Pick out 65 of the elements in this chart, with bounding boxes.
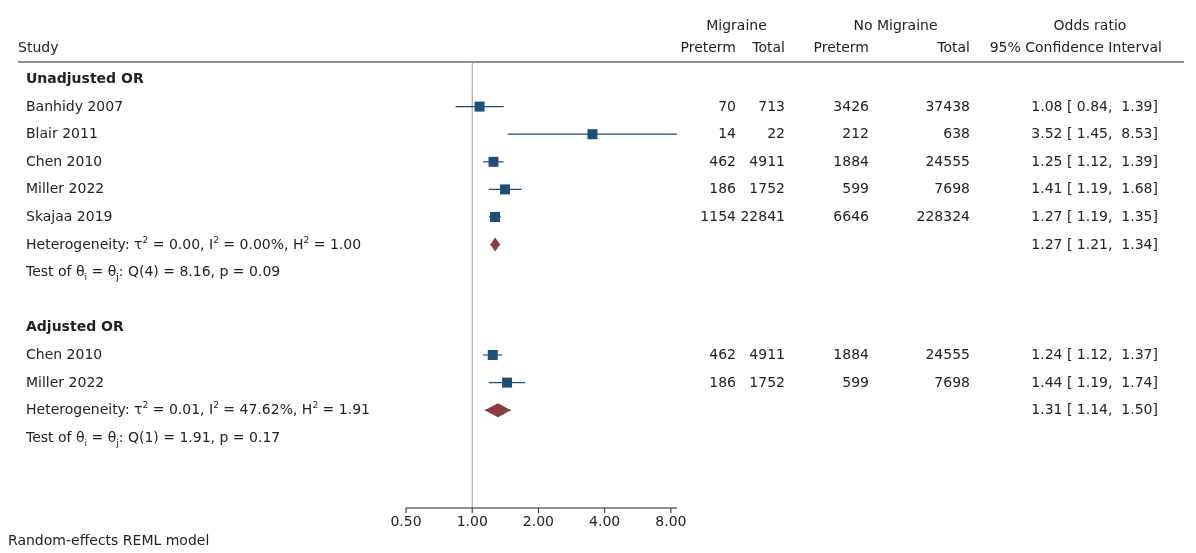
x-tick-label: 0.50 (390, 513, 422, 529)
text: 1.41 [ 1.19, 1.68] (1031, 180, 1158, 197)
text: 4911 (749, 152, 785, 169)
text: Preterm (813, 39, 869, 55)
text: 1.25 [ 1.12, 1.39] (1031, 152, 1158, 169)
y-tick-label: Chen 2010 (26, 346, 103, 362)
text: 1752 (749, 180, 785, 197)
y-tick-label: Heterogeneity: τ$^{2}$ = 0.01, I$^{2}$ = 47.62%, H$^{2}$ = 1.91 (26, 399, 370, 418)
x-tick-label: 2.00 (522, 513, 555, 529)
text: 4911 (749, 346, 785, 362)
text: Odds ratio (1053, 17, 1127, 33)
text: 462 (709, 152, 736, 169)
text: 95% Confidence Interval (989, 39, 1162, 55)
x-tick-label: 4.00 (589, 513, 621, 529)
y-tick-label: Blair 2011 (26, 125, 98, 142)
text: 1.27 [ 1.19, 1.35] (1031, 208, 1158, 224)
text: 37438 (925, 97, 970, 114)
text: 7698 (934, 373, 970, 390)
text: 1752 (749, 373, 785, 390)
text: 1.44 [ 1.19, 1.74] (1031, 373, 1158, 390)
y-tick-label: Test of θ$_{i}$ = θ$_{j}$: Q(4) = 8.16, p = 0.09 (25, 263, 281, 282)
text: 3426 (833, 97, 870, 114)
text: 6646 (833, 208, 870, 224)
text: 599 (842, 180, 869, 197)
x-tick-label: 8.00 (655, 513, 687, 529)
y-tick-label: Miller 2022 (26, 180, 105, 197)
text: 1.08 [ 0.84, 1.39] (1031, 97, 1158, 114)
text: 713 (758, 97, 785, 114)
text: 1.24 [ 1.12, 1.37] (1031, 346, 1158, 362)
y-tick-label: Skajaa 2019 (26, 208, 113, 224)
y-tick-label: Banhidy 2007 (26, 97, 124, 114)
text: 228324 (916, 208, 971, 224)
y-tick-label: Adjusted OR (26, 318, 124, 335)
text: 3.52 [ 1.45, 8.53] (1031, 125, 1158, 142)
text: 70 (718, 97, 736, 114)
x-tick-label: 1.00 (456, 513, 488, 529)
text: 1884 (833, 152, 870, 169)
text: No Migraine (853, 17, 938, 33)
text: 22841 (740, 208, 785, 224)
text: 7698 (934, 180, 970, 197)
text: 1884 (833, 346, 870, 362)
text: 1.27 [ 1.21, 1.34] (1031, 235, 1158, 252)
text: 599 (842, 373, 869, 390)
text: Preterm (680, 39, 736, 55)
y-tick-label: Heterogeneity: τ$^{2}$ = 0.00, I$^{2}$ = 0.00%, H$^{2}$ = 1.00 (26, 234, 362, 252)
text: 24555 (925, 152, 970, 169)
text: 1154 (700, 208, 737, 224)
text: 638 (943, 125, 970, 142)
text: 212 (842, 125, 869, 142)
text: Random-effects REML model (8, 532, 210, 548)
y-axis-title: Study (18, 39, 59, 55)
y-tick-label: Miller 2022 (26, 373, 105, 390)
y-tick-label: Test of θ$_{i}$ = θ$_{j}$: Q(1) = 1.91, p = 0.17 (25, 428, 281, 448)
text: 14 (718, 125, 737, 142)
text: Migraine (706, 17, 767, 33)
text: 22 (767, 125, 785, 142)
y-tick-label: Chen 2010 (26, 152, 103, 169)
text: 462 (709, 346, 736, 362)
text: Total (936, 39, 970, 55)
text: 24555 (925, 346, 970, 362)
text: 1.31 [ 1.14, 1.50] (1031, 401, 1158, 418)
text: 186 (709, 373, 737, 390)
y-tick-label: Unadjusted OR (26, 70, 144, 86)
text: Total (751, 39, 785, 55)
text: 186 (709, 180, 737, 197)
